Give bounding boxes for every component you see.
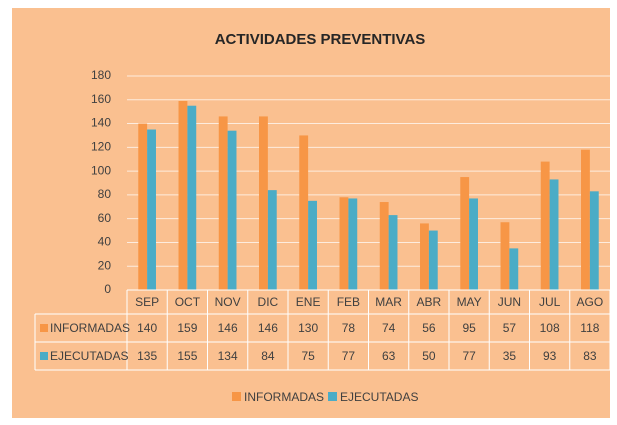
x-tick-label: NOV <box>215 295 241 309</box>
table-cell: 63 <box>382 349 396 363</box>
bar <box>147 129 156 290</box>
bar <box>267 190 277 290</box>
legend-label: EJECUTADAS <box>340 390 418 404</box>
bar <box>227 130 237 290</box>
y-tick-label: 80 <box>98 187 112 201</box>
table-cell: 83 <box>583 349 597 363</box>
y-tick-label: 140 <box>91 116 111 130</box>
bar <box>581 149 590 290</box>
bar <box>259 116 268 290</box>
y-tick-label: 40 <box>98 235 112 249</box>
bar <box>589 191 599 290</box>
table-cell: 135 <box>137 349 157 363</box>
bar <box>308 200 317 290</box>
x-tick-label: DIC <box>258 295 279 309</box>
bar <box>388 215 398 290</box>
table-cell: 134 <box>218 349 238 363</box>
x-tick-label: ENE <box>296 295 321 309</box>
bar <box>187 105 197 290</box>
table-cell: 159 <box>177 321 197 335</box>
table-cell: 140 <box>137 321 157 335</box>
bar <box>379 202 389 290</box>
bar <box>428 230 438 290</box>
legend-label: INFORMADAS <box>244 390 324 404</box>
x-tick-label: MAR <box>375 295 402 309</box>
x-tick-label: JUN <box>498 295 521 309</box>
x-tick-label: OCT <box>175 295 201 309</box>
table-row-label: INFORMADAS <box>50 321 130 335</box>
table-cell: 56 <box>422 321 436 335</box>
table-cell: 93 <box>543 349 557 363</box>
y-tick-label: 100 <box>91 163 111 177</box>
table-cell: 35 <box>503 349 517 363</box>
table-cell: 74 <box>382 321 396 335</box>
bar <box>299 135 309 290</box>
bar <box>178 100 188 290</box>
bar <box>339 197 349 290</box>
table-cell: 77 <box>342 349 356 363</box>
table-cell: 155 <box>177 349 197 363</box>
bar <box>218 116 228 290</box>
table-row-label: EJECUTADAS <box>50 349 128 363</box>
table-cell: 146 <box>258 321 278 335</box>
table-cell: 50 <box>422 349 436 363</box>
y-tick-label: 0 <box>104 282 111 296</box>
table-legend-key <box>40 324 48 332</box>
table-cell: 75 <box>301 349 315 363</box>
table-cell: 78 <box>342 321 356 335</box>
bar <box>420 223 429 290</box>
table-cell: 95 <box>462 321 476 335</box>
x-tick-label: ABR <box>417 295 442 309</box>
bar <box>500 222 510 290</box>
bar <box>348 198 358 290</box>
table-cell: 118 <box>580 321 599 335</box>
x-tick-label: FEB <box>337 295 360 309</box>
y-tick-label: 160 <box>91 92 111 106</box>
chart-title: ACTIVIDADES PREVENTIVAS <box>215 31 426 48</box>
y-tick-label: 180 <box>91 68 111 82</box>
bar <box>460 177 470 290</box>
table-cell: 146 <box>218 321 238 335</box>
x-tick-label: AGO <box>577 295 604 309</box>
y-tick-label: 20 <box>98 258 112 272</box>
bar <box>549 179 559 290</box>
y-tick-label: 120 <box>91 140 111 154</box>
x-tick-label: SEP <box>135 295 159 309</box>
y-tick-label: 60 <box>98 211 112 225</box>
x-tick-label: JUL <box>539 295 561 309</box>
table-cell: 84 <box>261 349 275 363</box>
legend-key <box>232 392 241 401</box>
bar <box>138 123 148 290</box>
x-tick-label: MAY <box>457 295 482 309</box>
legend-key <box>328 392 337 401</box>
table-cell: 57 <box>503 321 517 335</box>
bar <box>540 161 550 290</box>
bar <box>509 248 519 290</box>
table-cell: 108 <box>540 321 560 335</box>
table-cell: 130 <box>298 321 318 335</box>
table-cell: 77 <box>462 349 476 363</box>
table-legend-key <box>40 352 48 360</box>
bar <box>469 198 478 290</box>
